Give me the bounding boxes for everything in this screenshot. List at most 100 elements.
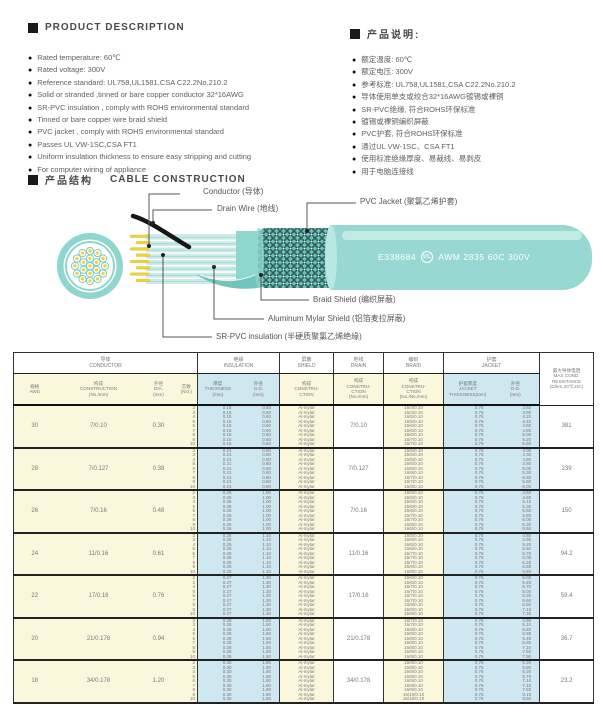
braid-construction-cell: 16/5/0.10 16/6/0.10 16/6/0.10 16/6/0.10 16/7… (383, 532, 444, 576)
bullet-text: Tinned or bare copper wire braid shield (37, 115, 168, 125)
max-resistance-cell: 59.4 (539, 575, 594, 619)
sub-header: 厚度 THICKNESS (mm) (197, 373, 238, 406)
product-description-cn-list: ● 额定温度: 60℃ ● 额定电压: 300V ● 参考标准: UL758,UL1581… (352, 54, 597, 178)
awg-cell: 30 (13, 405, 56, 449)
conductor-tips (129, 234, 151, 282)
insulation-od-cell: 1.30 1.30 1.30 1.30 1.30 1.30 1.30 1.30 1.30 (237, 575, 280, 619)
bullet-item: ● 额定电压: 300V (352, 66, 597, 78)
conductor-dia-cell: 0.61 (141, 532, 176, 576)
bullet-item: ● 使用标准绝缘厚度、易裁线、易剥皮 (352, 153, 597, 165)
drain-construction-cell: 17/0.16 (333, 575, 384, 619)
group-header: 屏蔽 SHIELD (279, 352, 334, 374)
spec-table-row: 24 11/0.16 0.61 2 3 4 5 6 7 8 9 10 0.25 0.25 0.25 0.25 0… (13, 532, 594, 576)
max-resistance-cell: 36.7 (539, 617, 594, 661)
bullet-item: ● PVC jacket , comply with ROHS environme… (28, 126, 358, 138)
conductor-construction-cell: 34/0.178 (55, 660, 142, 704)
bullet-icon: ● (352, 119, 357, 127)
core-count-cell: 2 3 4 5 6 7 8 9 10 (175, 447, 198, 491)
ul-file-number: E338684 (378, 252, 417, 262)
bullet-item: ● PVC护套, 符合ROHS环保标准 (352, 128, 597, 140)
conductor-construction-cell: 17/0.16 (55, 575, 142, 619)
conductor-construction-cell: 7/0.127 (55, 447, 142, 491)
max-resistance-cell: 239 (539, 447, 594, 491)
spec-table-row: 18 34/0.178 1.20 2 3 4 5 6 7 8 9 10 0.30 0.30 0.30 0.30… (13, 660, 594, 704)
insulation-od-cell: 1.80 1.80 1.80 1.80 1.80 1.80 1.80 1.80 1.80 (237, 660, 280, 704)
bullet-text: 通过UL VW-1SC、CSA FT1 (361, 141, 455, 151)
section-marker-icon (28, 22, 38, 33)
conductor-construction-cell: 7/0.10 (55, 405, 142, 449)
max-resistance-cell: 23.2 (539, 660, 594, 704)
conductor-dia-cell: 0.94 (141, 617, 176, 661)
resistance-header: 最大导体电阻 MAX COND. RESISTANCE (Ω/km,20℃,DC) (539, 352, 594, 406)
insulation-od-cell: 1.00 1.00 1.00 1.00 1.00 1.00 1.00 1.00 1.00 (237, 490, 280, 534)
product-description-list: ● Rated temperature: 60℃ ● Rated voltage: 3… (28, 52, 358, 176)
pvc-jacket (325, 225, 592, 290)
jacket-thickness-cell: 0.76 0.76 0.76 0.76 0.76 0.76 0.76 0.76 0.76 (443, 575, 492, 619)
max-resistance-cell: 150 (539, 490, 594, 534)
spec-table: 导体 CONDUCTOR 绝缘 INSULATION 屏蔽 SHIELD 地线 DRAIN 编织… (13, 352, 595, 704)
ul-logo-icon: UL (421, 251, 434, 263)
jacket-od-cell: 4.60 4.90 5.20 5.50 5.70 6.00 6.20 6.50 6.80 (491, 532, 540, 576)
spec-table-row: 28 7/0.127 0.38 2 3 4 5 6 7 8 9 10 0.21 0.21 0.21 0.21 0… (13, 447, 594, 491)
construction-title-en: CABLE CONSTRUCTION (110, 174, 246, 185)
product-description-cn-heading: 产品说明: (350, 26, 420, 41)
braid-construction-cell: 16/4/0.10 16/4/0.10 16/5/0.10 16/5/0.10 16/6… (383, 405, 444, 449)
braid-construction-cell: 16/5/0.10 16/5/0.10 16/6/0.10 16/6/0.10 16/6… (383, 490, 444, 534)
shield-construction-cell: Al-mylar Al-mylar Al-mylar Al-mylar Al-mylar… (279, 532, 334, 576)
bullet-icon: ● (28, 154, 33, 162)
insulation-thickness-cell: 0.25 0.25 0.25 0.25 0.25 0.25 0.25 0.25 0.25 (197, 532, 238, 576)
product-description-title: PRODUCT DESCRIPTION (45, 22, 185, 33)
insulation-thickness-cell: 0.30 0.30 0.30 0.30 0.30 0.30 0.30 0.30 0.30 (197, 660, 238, 704)
bullet-text: 使用标准绝缘厚度、易裁线、易剥皮 (361, 154, 482, 164)
bullet-icon: ● (28, 166, 33, 174)
bullet-item: ● Passes UL VW-1SC,CSA FT1 (28, 139, 358, 151)
drain-construction-cell: 7/0.16 (333, 490, 384, 534)
shield-construction-cell: Al-mylar Al-mylar Al-mylar Al-mylar Al-mylar… (279, 660, 334, 704)
insulation-thickness-cell: 0.15 0.15 0.15 0.15 0.15 0.15 0.15 0.15 0.15 (197, 405, 238, 449)
callout-lines (148, 193, 356, 338)
core-count-cell: 2 3 4 5 6 7 8 9 10 (175, 660, 198, 704)
insulation-od-cell: 0.80 0.80 0.80 0.80 0.80 0.80 0.80 0.80 0.80 (237, 447, 280, 491)
sub-header: 芯数 (NO.) (175, 373, 198, 406)
sub-header: 外径 O.D. (mm) (237, 373, 280, 406)
bullet-icon: ● (352, 57, 357, 64)
conductor-dia-cell: 0.30 (141, 405, 176, 449)
braid-shield (254, 228, 340, 288)
spec-table-row: 26 7/0.16 0.48 2 3 4 5 6 7 8 9 10 0.26 0.26 0.26 0.26 0.… (13, 490, 594, 534)
core-count-cell: 2 3 4 5 6 7 8 9 10 (175, 575, 198, 619)
bullet-text: SR-PVC insulation , comply with ROHS env… (37, 102, 249, 112)
bullet-text: Passes UL VW-1SC,CSA FT1 (37, 139, 137, 149)
jacket-od-cell: 4.90 5.10 5.60 5.90 6.40 6.80 7.10 7.50 7.90 (491, 617, 540, 661)
bullet-item: ● Uniform insulation thickness to ensure … (28, 151, 358, 163)
bullet-text: 导体使用单支或绞合32*16AWG镀锡或裸铜 (361, 92, 504, 102)
bullet-item: ● 参考标准: UL758,UL1581,CSA C22.2No.210.2 (352, 79, 597, 91)
bullet-icon: ● (28, 104, 33, 112)
group-header: 绝缘 INSULATION (197, 352, 280, 374)
sub-header: 外径 DIA. (mm) (141, 373, 176, 406)
bullet-item: ● Rated voltage: 300V (28, 64, 358, 76)
jacket-od-cell: 5.30 5.80 6.30 6.70 7.10 7.40 7.80 8.10 8.50 (491, 660, 540, 704)
bullet-text: 额定电压: 300V (361, 67, 413, 77)
jacket-od-cell: 4.00 4.30 4.60 4.80 5.00 5.30 5.50 5.80 6.00 (491, 447, 540, 491)
bullet-text: Uniform insulation thickness to ensure e… (37, 152, 252, 162)
cable-diagram: Conductor (导体) Drain Wire (地线) PVC Jacke… (0, 182, 603, 348)
braid-construction-cell: 16/8/0.10 16/8/0.10 16/8/0.10 16/8/0.10 16/9… (383, 660, 444, 704)
callout-dots (147, 221, 309, 277)
group-header: 编织 BRAID (383, 352, 444, 374)
bullet-icon: ● (352, 131, 357, 139)
drain-construction-cell: 21/0.178 (333, 617, 384, 661)
drain-construction-cell: 34/0.178 (333, 660, 384, 704)
bullet-item: ● Tinned or bare copper wire braid shield (28, 114, 358, 126)
jacket-thickness-cell: 0.76 0.76 0.76 0.76 0.76 0.76 0.76 0.76 0.76 (443, 490, 492, 534)
shield-construction-cell: Al-mylar Al-mylar Al-mylar Al-mylar Al-mylar… (279, 405, 334, 449)
product-description-cn-title: 产品说明: (367, 30, 421, 41)
awg-cell: 24 (13, 532, 56, 576)
bullet-text: 用于电脑连接线 (361, 166, 414, 176)
conductor-construction-cell: 7/0.16 (55, 490, 142, 534)
bullet-item: ● 用于电脑连接线 (352, 166, 597, 178)
conductor-dia-cell: 0.76 (141, 575, 176, 619)
jacket-thickness-cell: 0.76 0.76 0.76 0.76 0.76 0.76 0.76 0.76 0.76 (443, 532, 492, 576)
drain-wire-label: Drain Wire (地线) (217, 204, 279, 213)
conductor-dia-cell: 1.20 (141, 660, 176, 704)
